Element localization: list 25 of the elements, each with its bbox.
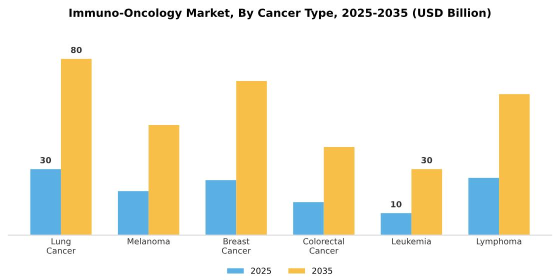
x-tick-label: Lymphoma	[476, 238, 522, 246]
bar	[30, 169, 61, 236]
bar	[411, 169, 442, 236]
bar	[206, 180, 236, 236]
bar	[324, 147, 354, 236]
bar	[60, 58, 92, 236]
bar	[118, 191, 149, 236]
bar	[468, 178, 500, 236]
x-tick-label: Leukemia	[392, 238, 431, 244]
bar	[148, 125, 180, 236]
legend-label: 2035	[312, 268, 332, 274]
chart-title: Immuno-Oncology Market, By Cancer Type, 2025-2035 (USD Billion)	[69, 8, 491, 20]
bar	[499, 94, 530, 236]
bar	[236, 80, 267, 236]
data-label: 80	[71, 46, 82, 54]
x-tick-label: Melanoma	[128, 238, 170, 244]
data-label: 10	[391, 201, 402, 208]
bar	[293, 202, 324, 236]
data-label: 30	[40, 157, 52, 164]
legend-label: 2025	[251, 268, 271, 274]
x-tick-label: Colorectal Cancer	[303, 238, 344, 254]
data-label: 30	[422, 157, 432, 164]
bar	[380, 213, 412, 236]
x-tick-label: Breast Cancer	[222, 238, 251, 254]
x-tick-label: Lung Cancer	[46, 238, 76, 254]
